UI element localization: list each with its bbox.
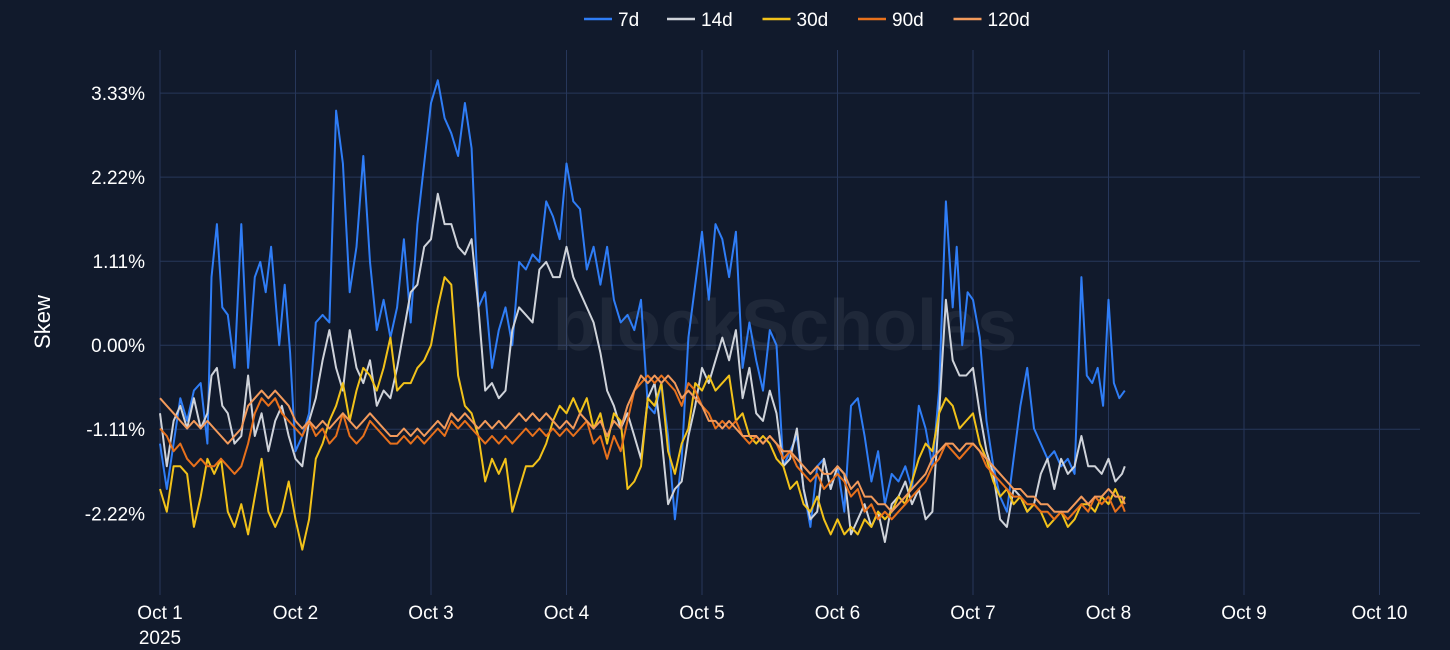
y-tick-label: -1.11% xyxy=(86,420,145,441)
series-line-120d xyxy=(159,374,1126,513)
y-tick-label: 3.33% xyxy=(91,84,145,105)
x-year-label: 2025 xyxy=(139,628,181,649)
x-tick-label: Oct 2 xyxy=(273,603,318,624)
x-tick-label: Oct 7 xyxy=(950,603,995,624)
series-line-30d xyxy=(159,276,1126,551)
legend-label-120d: 120d xyxy=(988,10,1030,31)
legend-label-7d: 7d xyxy=(618,10,639,31)
y-tick-label: 0.00% xyxy=(91,336,145,357)
x-tick-label: Oct 1 xyxy=(137,603,182,624)
legend-label-30d: 30d xyxy=(797,10,829,31)
x-tick-label: Oct 10 xyxy=(1352,603,1408,624)
watermark: blockScholes xyxy=(553,286,1017,366)
x-tick-label: Oct 5 xyxy=(679,603,724,624)
y-axis-ticks: 3.33% 2.22% 1.11% 0.00% -1.11% -2.22% xyxy=(85,84,145,525)
x-tick-label: Oct 3 xyxy=(408,603,453,624)
series-layer xyxy=(159,79,1126,551)
x-tick-label: Oct 6 xyxy=(815,603,860,624)
x-tick-label: Oct 8 xyxy=(1086,603,1131,624)
series-line-7d xyxy=(159,79,1126,528)
x-tick-label: Oct 4 xyxy=(544,603,590,624)
x-axis-ticks: Oct 1 Oct 2 Oct 3 Oct 4 Oct 5 Oct 6 Oct 7 Oct 8… xyxy=(137,603,1407,649)
x-tick-label: Oct 9 xyxy=(1221,603,1266,624)
legend-label-90d: 90d xyxy=(892,10,924,31)
y-tick-label: 1.11% xyxy=(93,252,146,273)
y-tick-label: -2.22% xyxy=(85,504,145,525)
legend: 7d 14d 30d 90d 120d xyxy=(584,10,1030,31)
legend-label-14d: 14d xyxy=(701,10,733,31)
y-tick-label: 2.22% xyxy=(91,168,145,189)
y-axis-title: Skew xyxy=(30,295,55,349)
